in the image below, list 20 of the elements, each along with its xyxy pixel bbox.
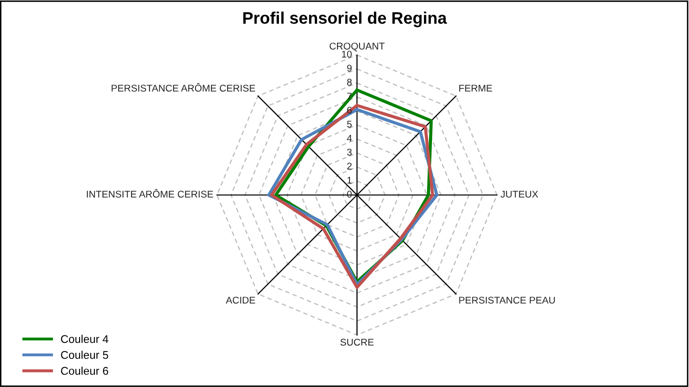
y-tick-label: 9 xyxy=(347,64,352,72)
spoke-label: PERSISTANCE ARÔME CERISE xyxy=(112,83,256,92)
legend-label: Couleur 4 xyxy=(61,334,108,343)
y-tick-label: 3 xyxy=(347,148,352,156)
y-tick-label: 1 xyxy=(347,176,352,184)
y-tick-label: 10 xyxy=(342,50,352,58)
y-tick-label: 5 xyxy=(347,120,352,128)
legend-label: Couleur 5 xyxy=(61,350,108,359)
spoke-label: INTENSITE ARÔME CERISE xyxy=(86,189,214,198)
spoke-label: PERSISTANCE PEAU xyxy=(459,296,555,304)
spoke-label: CROQUANT xyxy=(330,42,385,52)
y-tick-label: 2 xyxy=(347,162,352,170)
spoke-label: JUTEUX xyxy=(500,190,538,198)
spoke-label: SUCRE xyxy=(340,338,374,346)
chart-title: Profil sensoriel de Regina xyxy=(243,12,447,28)
spoke-label: FERME xyxy=(459,84,492,92)
spoke-label: ACIDE xyxy=(226,296,256,304)
y-tick-label: 4 xyxy=(346,134,352,142)
y-tick-label: 8 xyxy=(347,78,352,86)
legend-label: Couleur 6 xyxy=(61,366,108,375)
